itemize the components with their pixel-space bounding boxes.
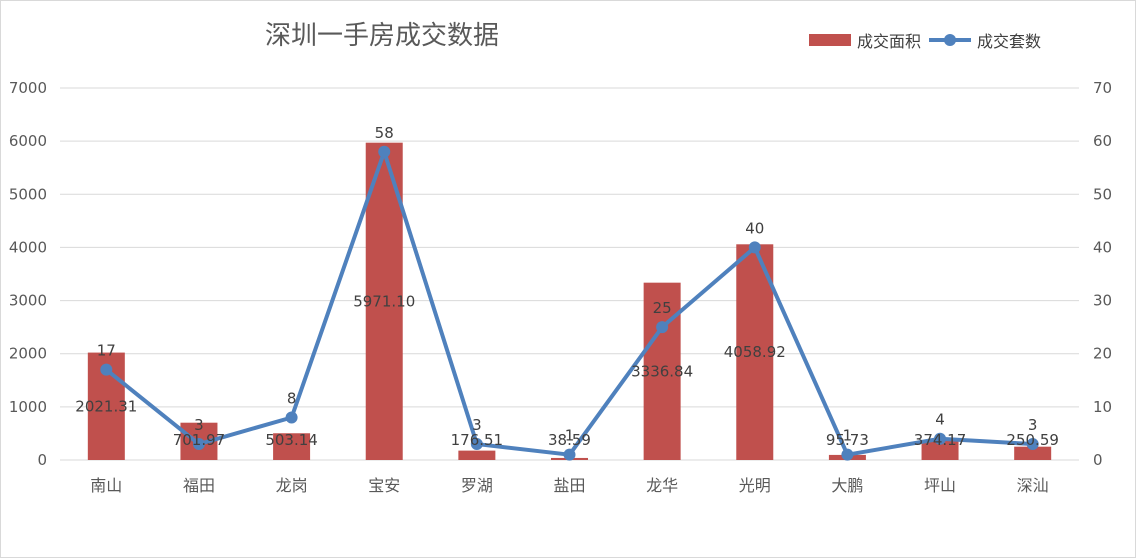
line-data-label: 17 (97, 342, 116, 360)
y-right-tick-label: 60 (1093, 132, 1112, 150)
line-data-label: 40 (745, 219, 764, 237)
bar-data-label: 4058.92 (724, 343, 786, 361)
line-data-label: 8 (287, 389, 297, 407)
legend-bar-swatch (809, 34, 851, 46)
bar-data-label: 2021.31 (75, 397, 137, 415)
bar-data-label: 250.59 (1006, 431, 1059, 449)
x-category-label: 福田 (183, 476, 215, 495)
x-category-label: 大鹏 (831, 476, 863, 495)
line-point (748, 241, 761, 254)
bar (643, 282, 681, 460)
bar (458, 450, 496, 460)
y-right-tick-label: 20 (1093, 345, 1112, 363)
line-point (656, 321, 669, 334)
y-left-tick-label: 2000 (9, 345, 47, 363)
y-left-tick-label: 5000 (9, 185, 47, 203)
bar (1014, 446, 1052, 460)
bar-data-label: 3336.84 (631, 362, 693, 380)
line-point (192, 438, 205, 451)
bar-data-label: 701.97 (173, 431, 226, 449)
line-data-label: 1 (843, 427, 853, 445)
x-category-label: 龙岗 (276, 476, 308, 495)
x-category-label: 龙华 (646, 476, 678, 495)
line-point (934, 432, 947, 445)
x-category-label: 南山 (90, 476, 122, 495)
legend: 成交面积 成交套数 (809, 28, 1049, 52)
line-data-label: 3 (472, 416, 482, 434)
bar-data-label: 374.17 (914, 431, 967, 449)
chart-title: 深圳一手房成交数据 (265, 21, 500, 51)
x-category-label: 宝安 (368, 476, 400, 495)
line-point (285, 411, 298, 424)
bar (273, 433, 311, 460)
y-left-tick-label: 7000 (9, 79, 47, 97)
line-point (470, 438, 483, 451)
x-category-label: 罗湖 (461, 476, 493, 495)
bar-data-label: 95.73 (826, 431, 869, 449)
y-left-tick-label: 6000 (9, 132, 47, 150)
line-data-label: 1 (565, 427, 575, 445)
y-left-tick-label: 4000 (9, 238, 47, 256)
line-data-label: 25 (653, 299, 672, 317)
line-point (378, 145, 391, 158)
y-right-tick-label: 0 (1093, 451, 1103, 469)
line-data-label: 4 (935, 411, 945, 429)
x-category-label: 盐田 (553, 476, 585, 495)
bar-data-label: 5971.10 (353, 292, 415, 310)
line-data-label: 58 (375, 124, 394, 142)
legend-line-swatch (929, 34, 972, 46)
bar-data-label: 38.59 (548, 431, 591, 449)
bar-data-label: 176.51 (451, 431, 504, 449)
line-data-label: 3 (1028, 416, 1038, 434)
bar (736, 244, 774, 460)
legend-label-area: 成交面积 (857, 32, 922, 51)
y-right-tick-label: 50 (1093, 185, 1112, 203)
y-right-tick-label: 10 (1093, 398, 1112, 416)
y-right-tick-label: 70 (1093, 79, 1112, 97)
line-point (841, 448, 854, 461)
y-right-tick-label: 40 (1093, 238, 1112, 256)
x-category-label: 光明 (739, 476, 771, 495)
line-point (100, 363, 113, 376)
line-point (1026, 438, 1039, 451)
y-right-tick-label: 30 (1093, 292, 1112, 310)
series-line (105, 149, 1033, 457)
y-left-tick-label: 0 (37, 451, 47, 469)
bar (921, 440, 959, 460)
line-point (563, 448, 576, 461)
legend-label-count: 成交套数 (977, 32, 1042, 51)
y-left-tick-label: 3000 (9, 292, 47, 310)
y-left-tick-label: 1000 (9, 398, 47, 416)
x-category-label: 深汕 (1017, 476, 1049, 495)
x-category-label: 坪山 (924, 476, 956, 495)
bar-data-label: 503.14 (265, 431, 318, 449)
line-data-label: 3 (194, 416, 204, 434)
